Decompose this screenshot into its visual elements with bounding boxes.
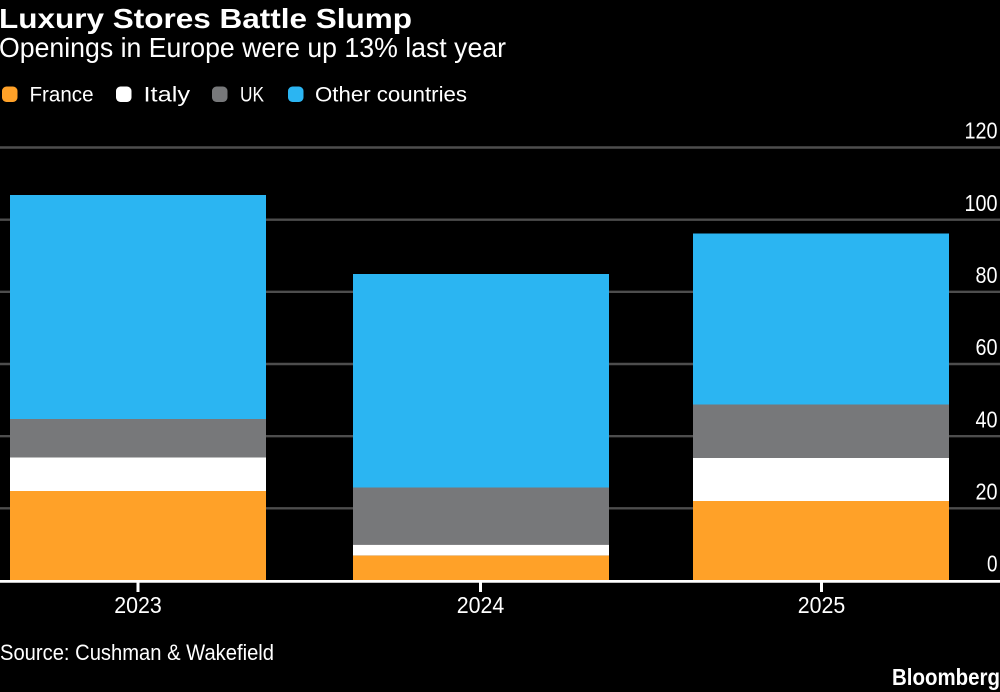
svg-text:France: France: [30, 84, 94, 107]
svg-text:2023: 2023: [114, 592, 162, 618]
svg-text:Italy: Italy: [144, 84, 191, 107]
svg-text:40: 40: [976, 406, 998, 432]
svg-text:UK: UK: [240, 84, 264, 107]
svg-text:80: 80: [976, 262, 998, 288]
svg-text:Source: Cushman & Wakefield: Source: Cushman & Wakefield: [0, 640, 274, 665]
svg-text:20: 20: [976, 479, 998, 505]
svg-text:60: 60: [976, 334, 998, 360]
svg-text:Luxury Stores Battle Slump: Luxury Stores Battle Slump: [0, 3, 412, 34]
svg-text:Openings in Europe were up 13%: Openings in Europe were up 13% last year: [0, 32, 506, 63]
svg-text:Other countries: Other countries: [315, 84, 467, 107]
svg-text:2025: 2025: [798, 592, 846, 618]
svg-text:Bloomberg: Bloomberg: [892, 664, 1000, 690]
svg-text:2024: 2024: [457, 592, 505, 618]
svg-text:0: 0: [987, 551, 998, 577]
svg-text:100: 100: [965, 190, 998, 216]
svg-text:120: 120: [965, 118, 998, 144]
